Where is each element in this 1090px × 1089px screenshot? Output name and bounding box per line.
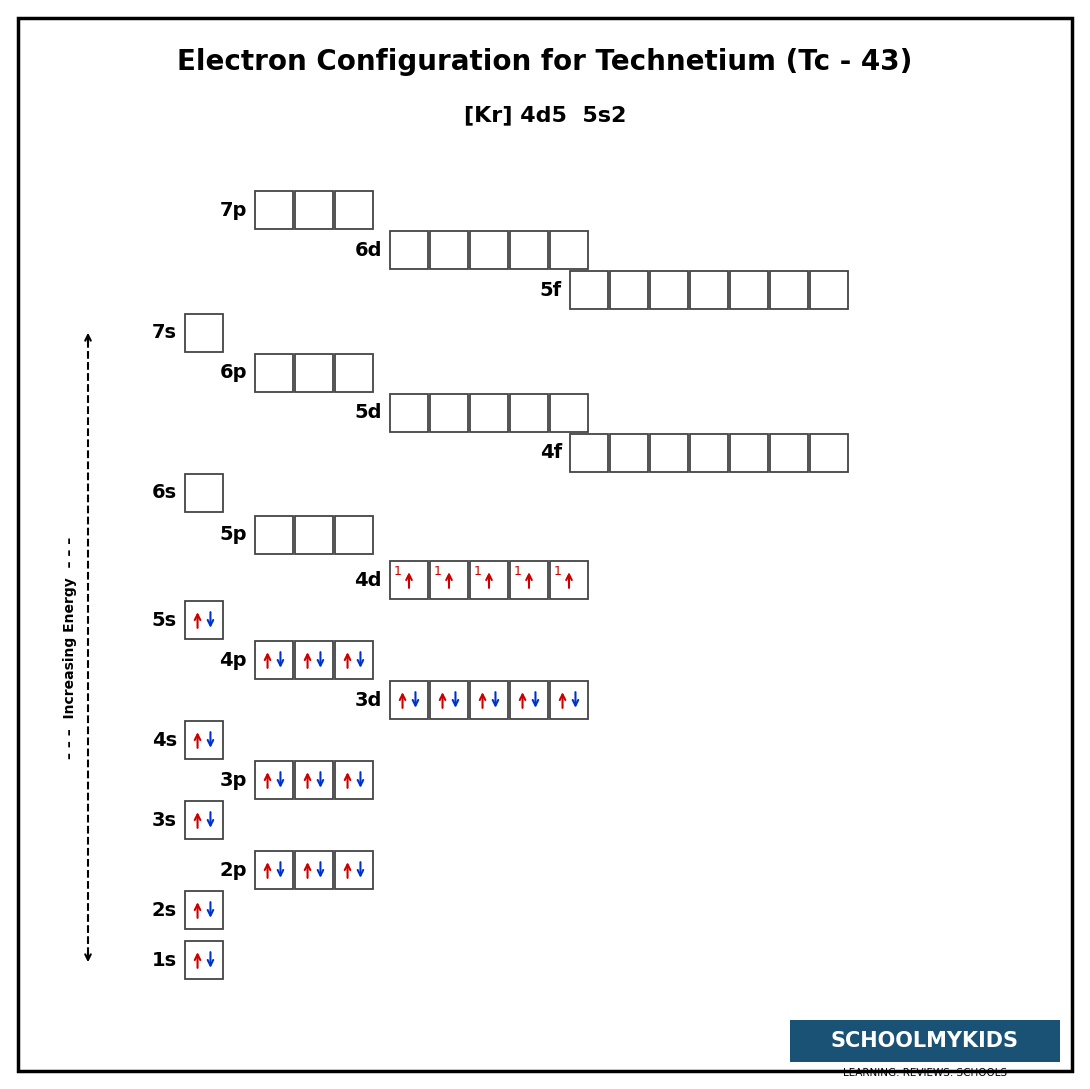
Text: 3s: 3s <box>152 810 177 830</box>
Text: LEARNING. REVIEWS. SCHOOLS: LEARNING. REVIEWS. SCHOOLS <box>843 1068 1007 1078</box>
Text: 5p: 5p <box>219 526 247 544</box>
Text: 6d: 6d <box>354 241 381 259</box>
Bar <box>295 641 334 680</box>
Text: 7s: 7s <box>152 323 177 343</box>
Bar <box>255 516 293 554</box>
Bar <box>335 354 373 392</box>
Bar <box>550 681 588 719</box>
Bar <box>185 601 223 639</box>
Text: 1: 1 <box>554 565 561 578</box>
Bar <box>770 271 808 309</box>
Bar <box>255 851 293 889</box>
Text: 2s: 2s <box>152 901 177 919</box>
Bar <box>429 231 468 269</box>
Bar <box>650 271 688 309</box>
Text: 1: 1 <box>434 565 441 578</box>
Bar <box>185 802 223 839</box>
Bar <box>295 516 334 554</box>
Bar <box>810 271 848 309</box>
Bar <box>295 191 334 229</box>
Bar <box>390 231 428 269</box>
Bar <box>295 761 334 799</box>
Text: 1: 1 <box>514 565 522 578</box>
Bar <box>390 561 428 599</box>
Text: 3p: 3p <box>219 771 247 790</box>
Text: 5d: 5d <box>354 404 381 423</box>
Text: 1s: 1s <box>152 951 177 969</box>
Text: 3d: 3d <box>354 690 381 710</box>
Bar <box>335 641 373 680</box>
Bar <box>185 721 223 759</box>
Bar <box>255 191 293 229</box>
Bar <box>335 191 373 229</box>
Bar <box>770 435 808 472</box>
Bar <box>255 354 293 392</box>
Bar <box>429 561 468 599</box>
Bar <box>429 394 468 432</box>
Text: 1: 1 <box>393 565 402 578</box>
Bar <box>730 435 768 472</box>
Bar <box>550 561 588 599</box>
Bar <box>550 394 588 432</box>
Bar <box>185 474 223 512</box>
Bar <box>335 851 373 889</box>
Bar <box>690 435 728 472</box>
Text: – – –  Increasing Energy  – – –: – – – Increasing Energy – – – <box>63 537 77 759</box>
Bar <box>510 561 548 599</box>
Bar <box>185 941 223 979</box>
Bar <box>510 394 548 432</box>
Text: Electron Configuration for Technetium (Tc - 43): Electron Configuration for Technetium (T… <box>178 48 912 76</box>
Text: 4s: 4s <box>152 731 177 749</box>
Text: 6s: 6s <box>152 484 177 502</box>
Bar <box>570 271 608 309</box>
Bar <box>255 761 293 799</box>
Bar <box>510 231 548 269</box>
Bar <box>790 1020 1059 1062</box>
Bar <box>550 231 588 269</box>
Bar <box>390 681 428 719</box>
Bar <box>470 681 508 719</box>
Bar <box>730 271 768 309</box>
Bar <box>429 681 468 719</box>
Bar <box>510 681 548 719</box>
Bar <box>810 435 848 472</box>
Bar <box>255 641 293 680</box>
Bar <box>390 394 428 432</box>
Bar <box>335 761 373 799</box>
Text: 5f: 5f <box>540 281 562 299</box>
Bar <box>185 314 223 352</box>
Bar <box>295 851 334 889</box>
Bar <box>610 435 647 472</box>
Bar <box>690 271 728 309</box>
Text: [Kr] 4d5  5s2: [Kr] 4d5 5s2 <box>464 105 626 125</box>
Text: 7p: 7p <box>219 200 247 220</box>
Text: 6p: 6p <box>219 364 247 382</box>
Bar <box>470 561 508 599</box>
Bar <box>650 435 688 472</box>
Bar <box>335 516 373 554</box>
Text: 1: 1 <box>474 565 482 578</box>
Text: 4f: 4f <box>540 443 562 463</box>
Bar <box>470 394 508 432</box>
Bar <box>570 435 608 472</box>
Bar <box>470 231 508 269</box>
Text: 4p: 4p <box>219 650 247 670</box>
Bar <box>295 354 334 392</box>
Bar <box>185 891 223 929</box>
Text: 2p: 2p <box>219 860 247 880</box>
Text: 5s: 5s <box>152 611 177 629</box>
Text: SCHOOLMYKIDS: SCHOOLMYKIDS <box>831 1031 1019 1051</box>
Text: 4d: 4d <box>354 571 381 589</box>
Bar <box>610 271 647 309</box>
